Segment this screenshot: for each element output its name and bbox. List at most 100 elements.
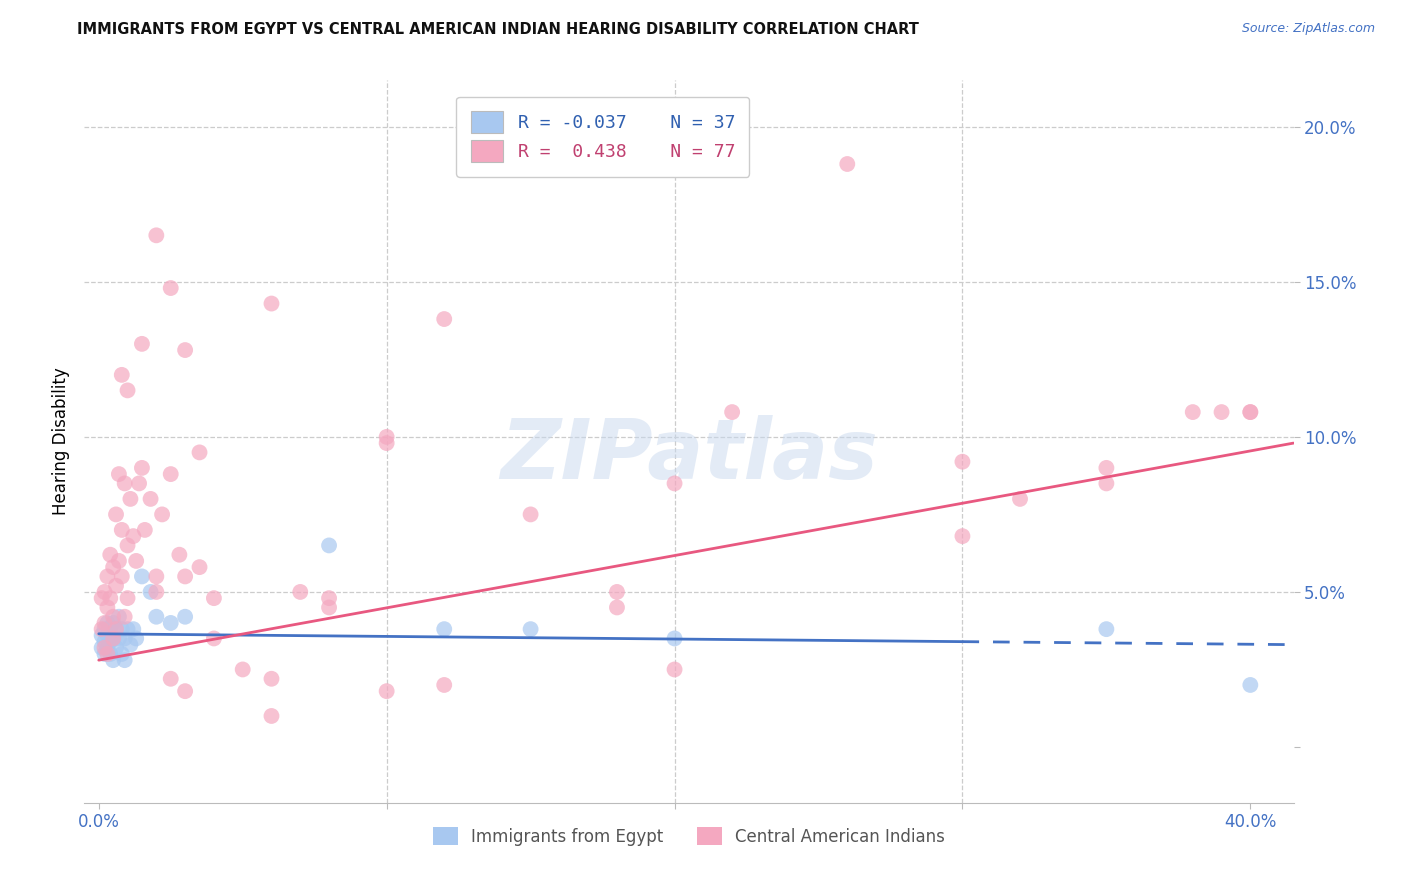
- Point: [1181, 405, 1204, 419]
- Point: [98, 622, 121, 636]
- Point: [117, 538, 139, 552]
- Point: [90, 640, 112, 655]
- Point: [318, 538, 340, 552]
- Point: [145, 585, 167, 599]
- Point: [174, 609, 197, 624]
- Point: [202, 632, 225, 646]
- Point: [433, 678, 456, 692]
- Point: [90, 622, 112, 636]
- Point: [290, 585, 312, 599]
- Point: [664, 632, 686, 646]
- Point: [174, 343, 197, 357]
- Point: [1239, 405, 1261, 419]
- Point: [90, 628, 112, 642]
- Point: [96, 615, 118, 630]
- Point: [101, 632, 124, 646]
- Point: [837, 157, 859, 171]
- Point: [96, 600, 118, 615]
- Point: [131, 336, 153, 351]
- Point: [114, 609, 136, 624]
- Point: [114, 653, 136, 667]
- Point: [202, 591, 225, 606]
- Point: [1095, 622, 1118, 636]
- Point: [93, 622, 115, 636]
- Point: [952, 529, 974, 543]
- Point: [159, 672, 181, 686]
- Point: [1008, 491, 1031, 506]
- Point: [139, 491, 162, 506]
- Point: [134, 523, 156, 537]
- Point: [105, 579, 128, 593]
- Point: [108, 467, 131, 482]
- Point: [664, 663, 686, 677]
- Point: [174, 569, 197, 583]
- Point: [174, 684, 197, 698]
- Point: [98, 548, 121, 562]
- Point: [1211, 405, 1233, 419]
- Point: [101, 615, 124, 630]
- Text: IMMIGRANTS FROM EGYPT VS CENTRAL AMERICAN INDIAN HEARING DISABILITY CORRELATION : IMMIGRANTS FROM EGYPT VS CENTRAL AMERICA…: [77, 22, 920, 37]
- Point: [1095, 461, 1118, 475]
- Point: [664, 476, 686, 491]
- Point: [120, 638, 142, 652]
- Point: [318, 600, 340, 615]
- Point: [98, 591, 121, 606]
- Point: [1239, 405, 1261, 419]
- Point: [101, 632, 124, 646]
- Point: [131, 461, 153, 475]
- Point: [114, 476, 136, 491]
- Point: [117, 622, 139, 636]
- Point: [101, 653, 124, 667]
- Point: [93, 634, 115, 648]
- Point: [125, 632, 148, 646]
- Point: [145, 228, 167, 243]
- Point: [519, 508, 541, 522]
- Point: [90, 591, 112, 606]
- Point: [260, 709, 283, 723]
- Point: [260, 296, 283, 310]
- Point: [375, 684, 398, 698]
- Point: [111, 569, 134, 583]
- Point: [93, 585, 115, 599]
- Legend: Immigrants from Egypt, Central American Indians: Immigrants from Egypt, Central American …: [426, 821, 952, 852]
- Point: [375, 436, 398, 450]
- Point: [117, 591, 139, 606]
- Point: [139, 585, 162, 599]
- Point: [101, 560, 124, 574]
- Point: [105, 622, 128, 636]
- Point: [606, 600, 628, 615]
- Point: [105, 622, 128, 636]
- Point: [1239, 678, 1261, 692]
- Point: [93, 640, 115, 655]
- Point: [433, 312, 456, 326]
- Point: [96, 647, 118, 661]
- Point: [159, 615, 181, 630]
- Point: [260, 672, 283, 686]
- Point: [101, 609, 124, 624]
- Point: [96, 569, 118, 583]
- Point: [952, 455, 974, 469]
- Point: [318, 591, 340, 606]
- Point: [105, 508, 128, 522]
- Point: [375, 430, 398, 444]
- Point: [159, 281, 181, 295]
- Point: [169, 548, 191, 562]
- Text: ZIPatlas: ZIPatlas: [501, 416, 877, 497]
- Point: [96, 628, 118, 642]
- Point: [98, 634, 121, 648]
- Point: [120, 491, 142, 506]
- Point: [117, 384, 139, 398]
- Point: [111, 523, 134, 537]
- Point: [433, 622, 456, 636]
- Point: [108, 554, 131, 568]
- Point: [125, 554, 148, 568]
- Y-axis label: Hearing Disability: Hearing Disability: [52, 368, 70, 516]
- Point: [96, 640, 118, 655]
- Point: [1095, 476, 1118, 491]
- Point: [114, 632, 136, 646]
- Text: Source: ZipAtlas.com: Source: ZipAtlas.com: [1241, 22, 1375, 36]
- Point: [188, 560, 211, 574]
- Point: [111, 368, 134, 382]
- Point: [122, 529, 145, 543]
- Point: [98, 647, 121, 661]
